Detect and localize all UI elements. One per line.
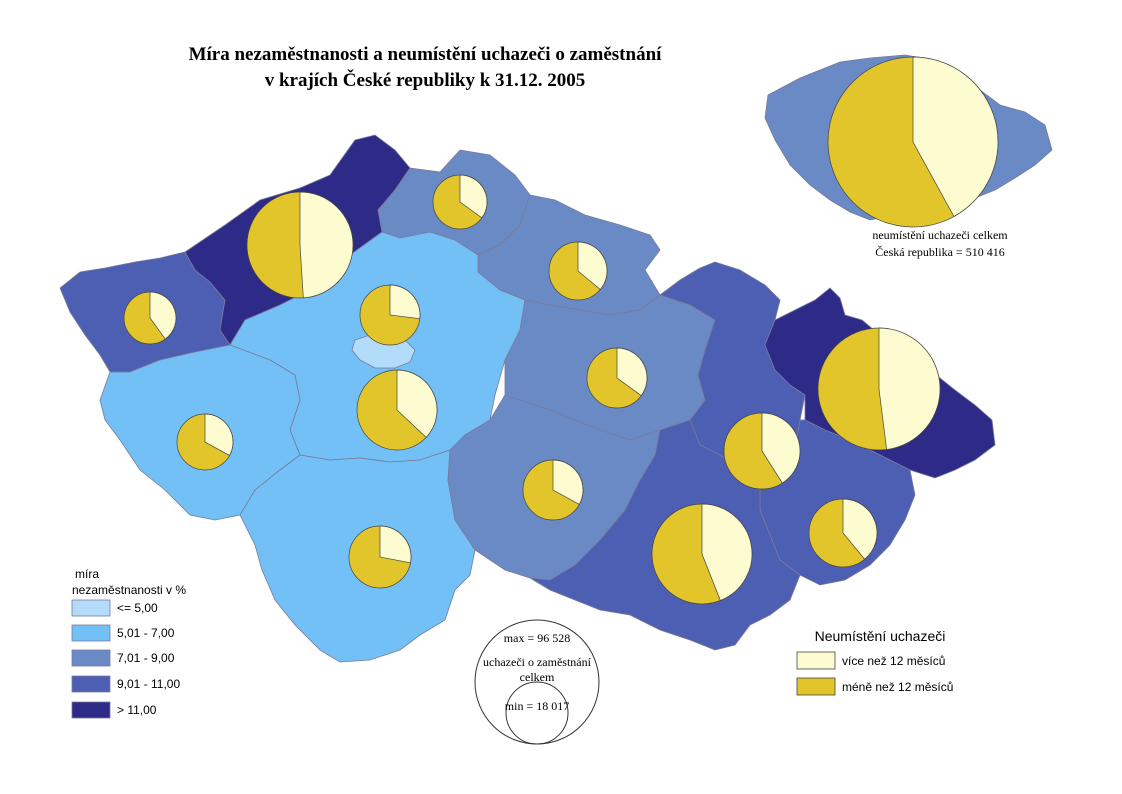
rate-swatch-1 (71, 599, 111, 617)
rate-legend-title-line1: míra (75, 567, 99, 581)
inset-pie (827, 56, 999, 228)
pie-liberecky-over12-slice (459, 174, 488, 219)
pie-olomoucky-over12-slice (761, 412, 801, 484)
size-legend-max-label: max = 96 528 (504, 631, 570, 645)
pie-ustecky-over12-slice (299, 191, 354, 299)
rate-swatch-3 (71, 649, 111, 667)
pie-pardubicky-over12-slice (616, 347, 648, 397)
size-legend-caption-line2: celkem (520, 670, 555, 684)
size-legend-min-label: min = 18 017 (505, 699, 569, 713)
rate-label-1: <= 5,00 (117, 601, 158, 615)
pie-vysocina-over12-slice (552, 459, 584, 505)
pie-swatch-under12 (796, 677, 836, 696)
region-pies (123, 174, 941, 605)
rate-swatch-5 (71, 701, 111, 719)
inset-pie-over12-slice (912, 56, 999, 217)
pie-kralovehradecky-over12-slice (577, 241, 608, 290)
size-legend-min-circle (505, 681, 569, 745)
pie-hlavni-mesto-praha-over12-slice (389, 284, 421, 320)
pie-zlinsky-over12-slice (842, 498, 878, 560)
rate-label-4: 9,01 - 11,00 (117, 677, 180, 691)
pie-label-over12: více než 12 měsíců (842, 654, 945, 668)
rate-label-3: 7,01 - 9,00 (117, 651, 175, 665)
size-legend-caption-line1: uchazeči o zaměstnání (483, 655, 592, 669)
pie-jihocesky-over12-slice (379, 525, 412, 564)
pie-karlovarsky-over12-slice (149, 291, 177, 340)
inset-caption-line1: neumístění uchazeči celkem (872, 228, 1008, 242)
rate-legend-title-line2: nezaměstnanosti v % (72, 583, 186, 597)
pie-moravskoslezsky-over12-slice (878, 327, 941, 450)
map-title-line2: v krajích České republiky k 31.12. 2005 (265, 69, 586, 91)
map-title-line1: Míra nezaměstnanosti a neumístění uchaze… (189, 44, 663, 65)
pie-label-under12: méně než 12 měsíců (842, 680, 953, 694)
pie-jihomoravsky-over12-slice (701, 503, 753, 601)
pie-stredocesky-over12-slice (396, 369, 438, 438)
rate-legend: míra nezaměstnanosti v % <= 5,00 5,01 - … (71, 567, 186, 719)
rate-swatch-2 (71, 624, 111, 642)
rate-swatch-4 (71, 675, 111, 693)
pie-legend: Neumístění uchazeči více než 12 měsíců m… (796, 628, 953, 696)
rate-label-2: 5,01 - 7,00 (117, 626, 175, 640)
rate-label-5: > 11,00 (117, 703, 157, 717)
size-legend: max = 96 528 uchazeči o zaměstnání celke… (474, 619, 600, 745)
pie-plzensky-over12-slice (204, 413, 234, 456)
inset-caption-line2: Česká republika = 510 416 (875, 245, 1004, 259)
pie-swatch-over12 (796, 651, 836, 670)
pie-legend-title: Neumístění uchazeči (815, 628, 946, 644)
